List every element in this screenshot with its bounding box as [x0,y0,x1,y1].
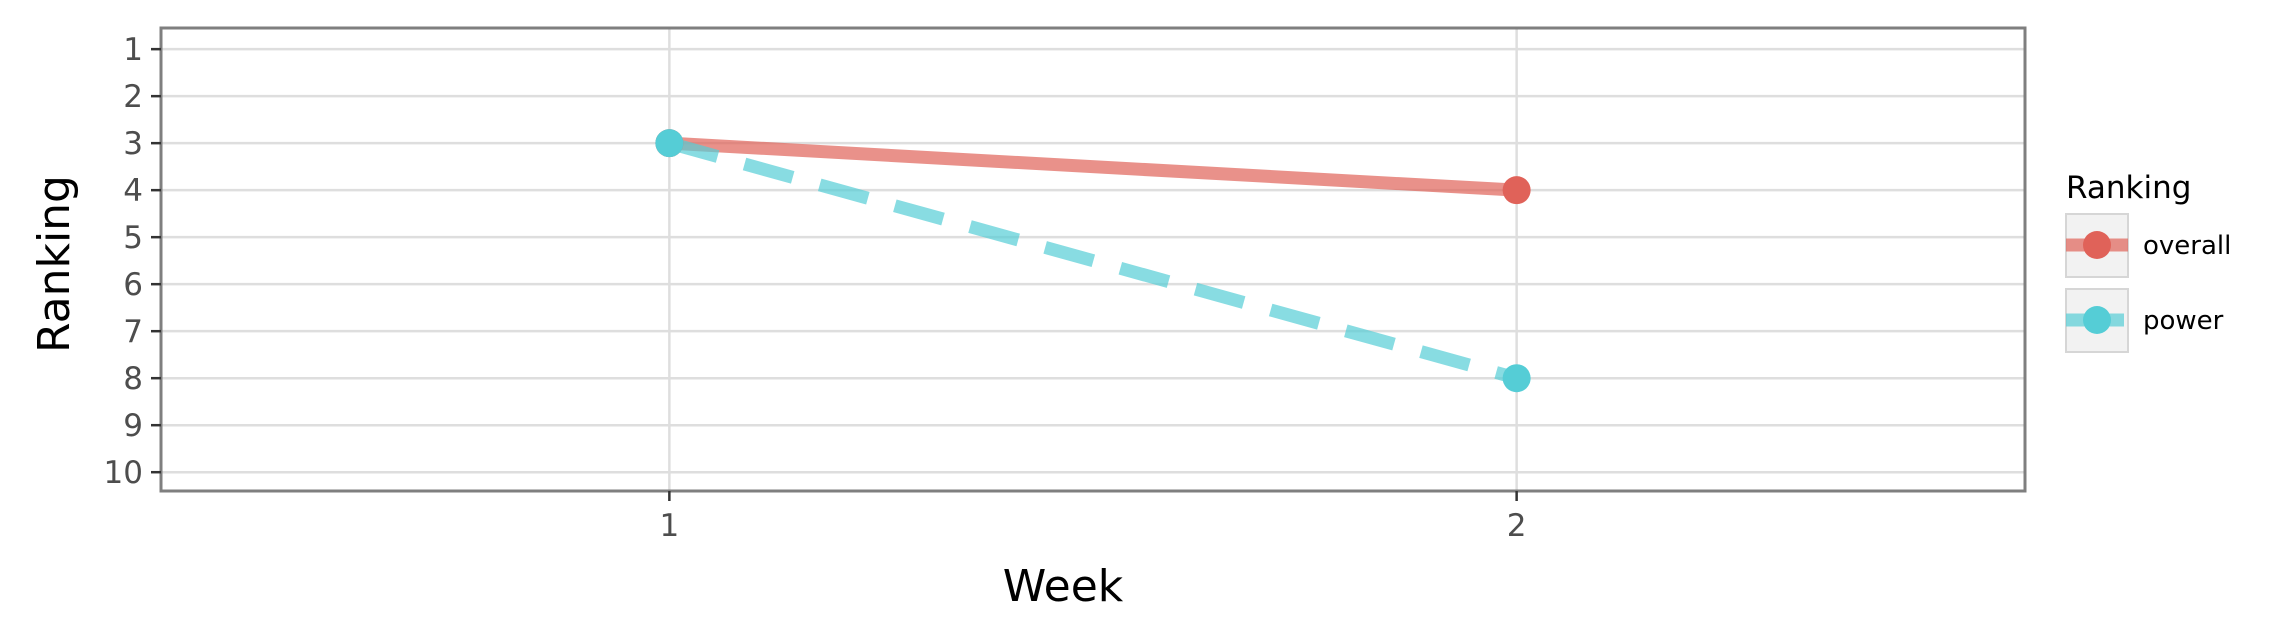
y-tick-label: 6 [123,267,143,303]
y-tick-label: 10 [104,455,143,491]
y-axis-title: Ranking [29,175,80,353]
legend-item-power: power [2065,288,2224,353]
y-tick-label: 4 [123,173,143,209]
legend-label-overall: overall [2143,231,2231,261]
series-group [655,129,1531,393]
grid-lines [161,28,2025,491]
legend-key-marker-overall [2083,231,2111,259]
plot-panel-border [159,26,2027,493]
series-line-overall [669,136,1517,197]
y-tick-label: 8 [123,361,143,397]
y-tick-label: 1 [123,32,143,68]
y-axis-ticks: 1 2 3 4 5 6 7 8 9 10 [104,32,161,491]
data-point-power [1502,364,1531,393]
y-tick-label: 3 [123,126,143,162]
y-tick-label: 9 [123,408,143,444]
legend: Ranking overall power [2065,170,2231,353]
data-point-power [655,129,684,158]
x-tick-label: 1 [659,508,679,544]
series-line-power [667,136,1519,385]
data-point-overall [1502,176,1531,205]
y-tick-label: 5 [123,220,143,256]
x-axis-title: Week [1003,561,1124,612]
legend-label-power: power [2143,306,2224,336]
legend-title: Ranking [2066,170,2191,206]
y-tick-label: 2 [123,79,143,115]
y-tick-label: 7 [123,314,143,350]
legend-key-marker-power [2083,306,2111,334]
legend-item-overall: overall [2065,213,2231,278]
x-tick-label: 2 [1507,508,1527,544]
